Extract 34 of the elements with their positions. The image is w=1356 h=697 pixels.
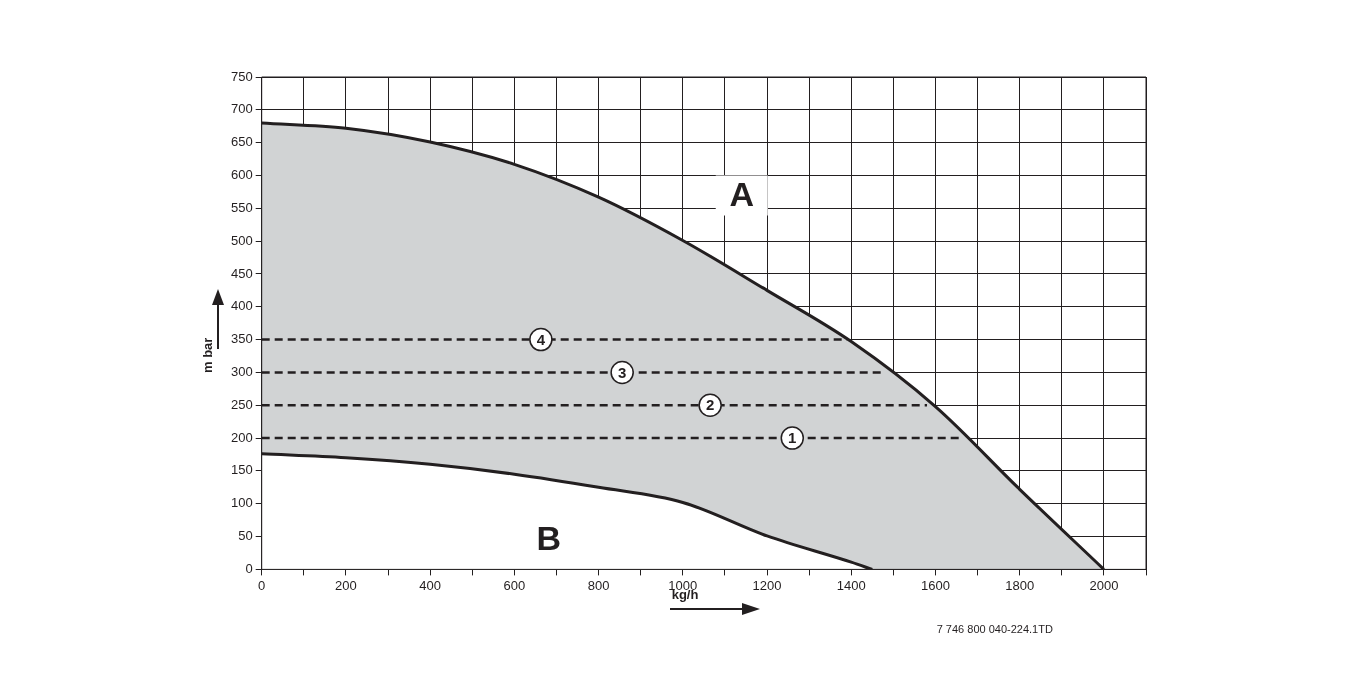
x-tick-label: 400 [419, 577, 441, 593]
x-tick-label: 600 [503, 577, 526, 593]
y-tick-label: 200 [230, 429, 253, 445]
y-tick-label: 300 [230, 364, 253, 380]
annotation: 4 [536, 330, 546, 348]
x-tick-label: 800 [587, 577, 610, 593]
x-tick-label: 2000 [1089, 577, 1119, 593]
y-tick-label: 650 [230, 134, 253, 150]
y-tick-label: 550 [230, 199, 253, 215]
x-tick-label: 0 [258, 577, 266, 593]
y-tick-label: 500 [230, 232, 253, 248]
y-axis-title: m bar [199, 337, 215, 373]
y-tick-label: 0 [245, 560, 253, 576]
x-tick-label: 200 [335, 577, 357, 593]
y-tick-label: 700 [230, 101, 253, 117]
y-tick-label: 50 [238, 528, 253, 544]
annotation: 1 [788, 429, 797, 447]
y-tick-label: 250 [230, 396, 253, 412]
annotation: 3 [617, 363, 627, 381]
y-tick-label: 100 [230, 495, 253, 511]
series-label: B [536, 518, 561, 557]
x-tick-label: 1800 [1005, 577, 1035, 593]
x-tick-label: 1400 [836, 577, 866, 593]
y-tick-label: 450 [230, 265, 253, 281]
series-label: A [729, 174, 755, 213]
text: 7 746 800 040-224.1TD [936, 623, 1053, 636]
x-tick-label: 1200 [752, 577, 782, 593]
x-tick-label: 1600 [920, 577, 950, 593]
annotation: 2 [705, 396, 715, 414]
y-tick-label: 400 [230, 298, 253, 314]
y-tick-label: 150 [230, 462, 253, 478]
y-tick-label: 600 [230, 167, 253, 183]
y-tick-label: 350 [230, 331, 253, 347]
y-tick-label: 750 [230, 68, 253, 84]
